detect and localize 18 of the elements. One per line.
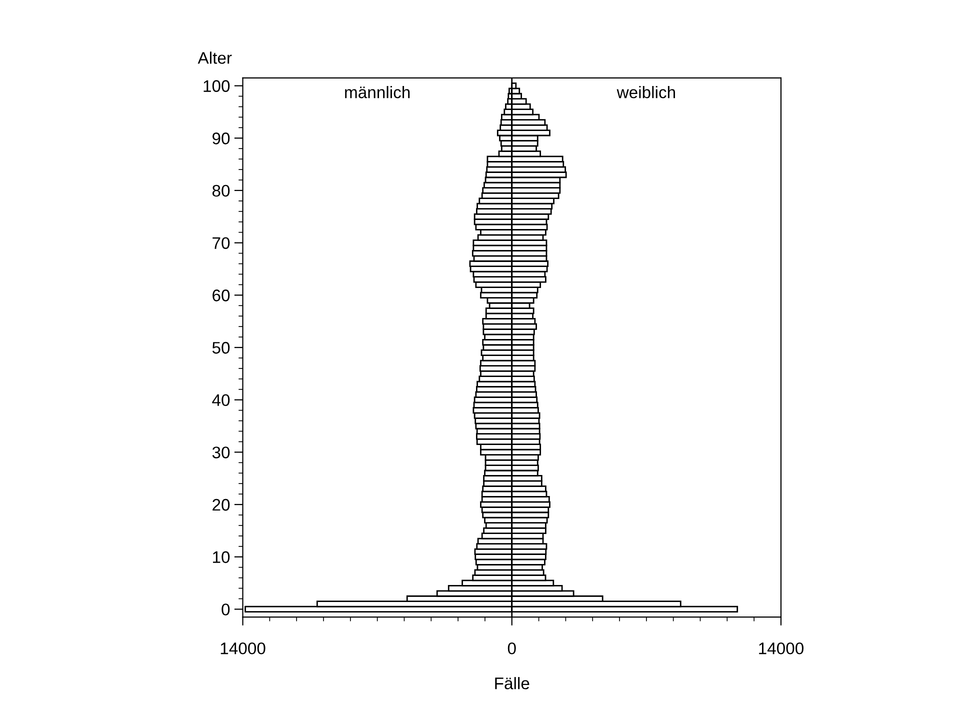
y-tick-label: 40 <box>212 394 230 406</box>
annotation: weiblich <box>616 86 675 98</box>
annotation: männlich <box>345 86 410 98</box>
x-axis-title: Fälle <box>495 677 530 690</box>
y-tick-label: 70 <box>212 237 230 250</box>
y-tick-label: 20 <box>212 498 230 511</box>
y-tick-label: 100 <box>204 80 230 92</box>
y-tick-label: 50 <box>212 342 230 354</box>
x-tick-label: 14000 <box>759 642 804 654</box>
y-tick-label: 60 <box>212 290 230 302</box>
y-tick-label: 80 <box>212 184 230 197</box>
y-axis-title: Alter <box>198 52 232 64</box>
x-tick-label: 0 <box>508 642 516 654</box>
y-tick-label: 30 <box>212 446 230 458</box>
y-tick-label: 90 <box>212 132 230 144</box>
y-tick-label: 10 <box>213 551 230 564</box>
y-tick-label: 0 <box>222 604 230 616</box>
x-tick-label: 14000 <box>220 642 266 654</box>
